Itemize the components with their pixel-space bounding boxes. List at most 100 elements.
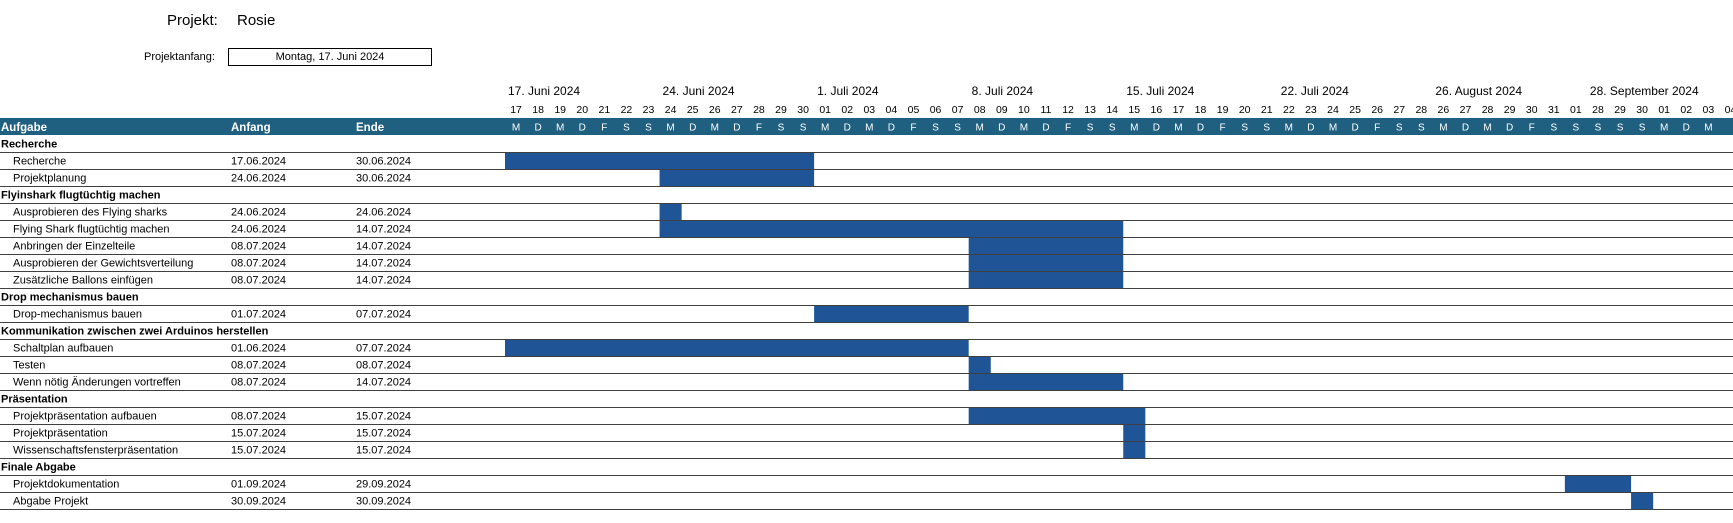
- task-name: Wenn nötig Änderungen vortreffen: [13, 377, 181, 389]
- day-number: 12: [1062, 104, 1074, 116]
- project-start-field[interactable]: Montag, 17. Juni 2024: [228, 48, 432, 66]
- gantt-bar: [505, 340, 969, 356]
- task-start: 01.06.2024: [231, 343, 286, 355]
- group-title: Flyinshark flugtüchtig machen: [1, 190, 161, 202]
- day-letter: D: [1462, 123, 1469, 134]
- task-end: 30.06.2024: [356, 156, 411, 168]
- day-letter: S: [1396, 123, 1403, 134]
- day-letter: S: [1241, 123, 1248, 134]
- day-number: 23: [643, 104, 655, 116]
- day-number: 29: [1614, 104, 1626, 116]
- day-number: 02: [1680, 104, 1692, 116]
- project-label: Projekt:: [167, 12, 218, 29]
- day-number: 01: [819, 104, 831, 116]
- day-letter: F: [1065, 123, 1071, 134]
- day-letter: M: [821, 123, 829, 134]
- day-letter: D: [1042, 123, 1049, 134]
- day-letter: D: [1683, 123, 1690, 134]
- task-start: 08.07.2024: [231, 360, 286, 372]
- task-end: 15.07.2024: [356, 428, 411, 440]
- gantt-bar: [968, 255, 1124, 271]
- gantt-bar: [659, 221, 1124, 237]
- week-label: 22. Juli 2024: [1281, 84, 1349, 98]
- day-letter: M: [1483, 123, 1491, 134]
- day-number: 18: [532, 104, 544, 116]
- day-number: 13: [1084, 104, 1096, 116]
- day-number: 24: [1327, 104, 1339, 116]
- day-number: 16: [1151, 104, 1163, 116]
- day-letter: F: [756, 123, 762, 134]
- day-number: 15: [1128, 104, 1140, 116]
- task-name: Testen: [13, 360, 45, 372]
- task-end: 14.07.2024: [356, 241, 411, 253]
- task-end: 08.07.2024: [356, 360, 411, 372]
- day-number: 08: [974, 104, 986, 116]
- gantt-bar: [968, 408, 1146, 424]
- column-header-bar: [0, 118, 1733, 135]
- task-end: 30.09.2024: [356, 496, 411, 508]
- task-end: 14.07.2024: [356, 275, 411, 287]
- day-number: 30: [797, 104, 809, 116]
- day-letter: S: [645, 123, 652, 134]
- day-letter: D: [579, 123, 586, 134]
- day-number: 14: [1106, 104, 1118, 116]
- day-letter: M: [556, 123, 564, 134]
- project-start-label: Projektanfang:: [144, 51, 215, 63]
- task-name: Recherche: [13, 156, 66, 168]
- day-number: 04: [1725, 104, 1733, 116]
- gantt-bar: [968, 272, 1124, 288]
- day-number: 27: [1393, 104, 1405, 116]
- task-start: 08.07.2024: [231, 377, 286, 389]
- week-label: 15. Juli 2024: [1126, 84, 1194, 98]
- day-letter: S: [1617, 123, 1624, 134]
- task-name: Projektdokumentation: [13, 479, 119, 491]
- day-letter: S: [778, 123, 785, 134]
- header-start: Anfang: [231, 122, 271, 134]
- day-letter: S: [1595, 123, 1602, 134]
- task-name: Ausprobieren des Flying sharks: [13, 207, 168, 219]
- day-letter: D: [888, 123, 895, 134]
- group-title: Finale Abgabe: [1, 462, 76, 474]
- day-number: 20: [1239, 104, 1251, 116]
- gantt-bar: [659, 170, 815, 186]
- task-name: Wissenschaftsfensterpräsentation: [13, 445, 178, 457]
- task-start: 01.07.2024: [231, 309, 286, 321]
- group-title: Drop mechanismus bauen: [1, 292, 139, 304]
- day-letter: M: [1174, 123, 1182, 134]
- day-number: 21: [1261, 104, 1273, 116]
- week-label: 24. Juni 2024: [663, 84, 735, 98]
- day-number: 10: [1018, 104, 1030, 116]
- task-end: 15.07.2024: [356, 445, 411, 457]
- task-name: Abgabe Projekt: [13, 496, 88, 508]
- task-end: 15.07.2024: [356, 411, 411, 423]
- day-letter: D: [689, 123, 696, 134]
- day-number: 03: [1703, 104, 1715, 116]
- gantt-bar: [968, 374, 1124, 390]
- day-number: 07: [952, 104, 964, 116]
- task-start: 01.09.2024: [231, 479, 286, 491]
- day-number: 11: [1041, 104, 1052, 116]
- task-name: Zusätzliche Ballons einfügen: [13, 275, 153, 287]
- task-start: 15.07.2024: [231, 445, 286, 457]
- day-number: 26: [709, 104, 721, 116]
- day-letter: S: [1087, 123, 1094, 134]
- gantt-bar: [1564, 476, 1632, 492]
- day-number: 29: [1504, 104, 1516, 116]
- day-letter: S: [1573, 123, 1580, 134]
- day-number: 06: [930, 104, 942, 116]
- day-number: 05: [908, 104, 920, 116]
- day-letter: D: [844, 123, 851, 134]
- day-letter: M: [1130, 123, 1138, 134]
- day-letter: D: [1307, 123, 1314, 134]
- day-letter: S: [623, 123, 630, 134]
- day-letter: S: [800, 123, 807, 134]
- day-letter: S: [1263, 123, 1270, 134]
- day-letter: D: [733, 123, 740, 134]
- gantt-bar: [1631, 493, 1654, 509]
- day-number: 28: [1415, 104, 1427, 116]
- day-number: 30: [1636, 104, 1648, 116]
- day-letter: F: [910, 123, 916, 134]
- day-letter: M: [1020, 123, 1028, 134]
- day-letter: M: [1439, 123, 1447, 134]
